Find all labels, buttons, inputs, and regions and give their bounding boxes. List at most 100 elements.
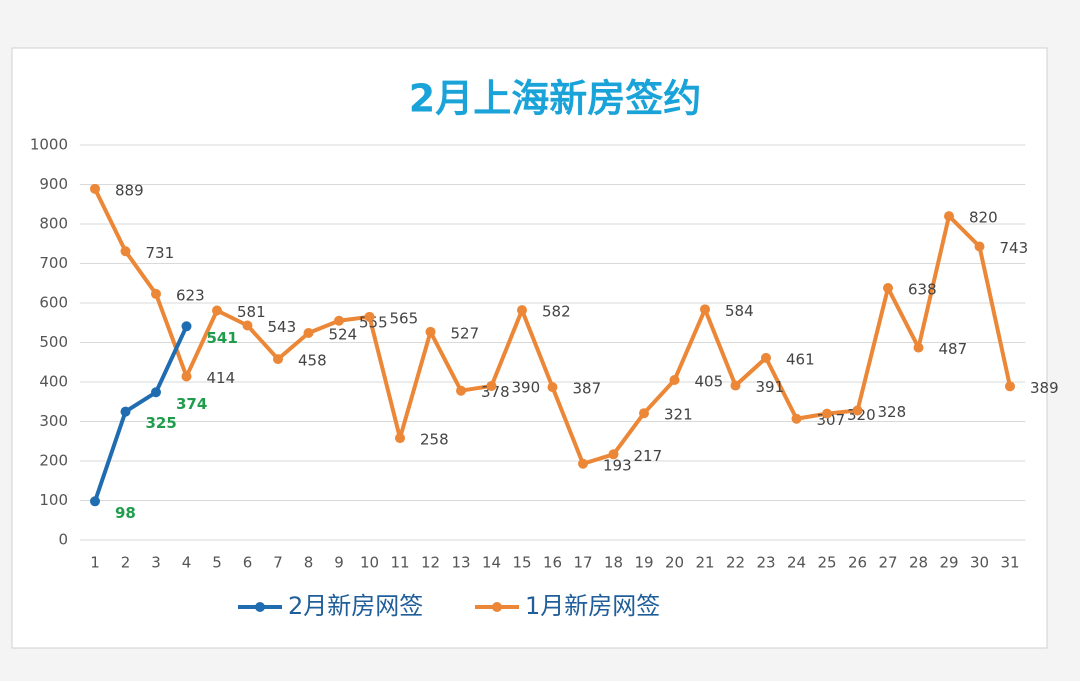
data-label: 389 [1030, 379, 1059, 397]
data-label: 328 [878, 403, 907, 421]
data-point [425, 326, 436, 337]
x-tick-label: 7 [273, 554, 283, 572]
y-tick-label: 700 [39, 254, 68, 272]
y-tick-label: 300 [39, 412, 68, 430]
data-point [120, 246, 131, 257]
x-tick-label: 18 [604, 554, 623, 572]
data-point [730, 380, 741, 391]
series-line [93, 325, 189, 502]
data-label: 524 [329, 326, 358, 344]
data-point [974, 241, 985, 252]
x-tick-label: 23 [756, 554, 775, 572]
data-point [120, 406, 131, 417]
data-point [547, 382, 558, 393]
data-label: 193 [603, 456, 632, 474]
x-tick-label: 26 [848, 554, 867, 572]
x-tick-label: 14 [482, 554, 501, 572]
x-tick-label: 9 [334, 554, 344, 572]
y-tick-label: 900 [39, 175, 68, 193]
data-label: 731 [146, 244, 175, 262]
data-label: 582 [542, 303, 571, 321]
legend-marker [492, 602, 502, 612]
data-label: 820 [969, 209, 998, 227]
x-tick-label: 6 [243, 554, 253, 572]
data-label: 565 [390, 309, 419, 327]
x-tick-label: 28 [909, 554, 928, 572]
data-label: 390 [512, 378, 541, 396]
data-label: 889 [115, 181, 144, 199]
data-point [242, 320, 253, 331]
data-label: 487 [939, 340, 968, 358]
y-tick-label: 100 [39, 491, 68, 509]
x-tick-label: 19 [634, 554, 653, 572]
data-label: 258 [420, 431, 449, 449]
data-point [395, 433, 405, 444]
data-point [669, 375, 680, 386]
x-tick-label: 5 [212, 554, 222, 572]
data-point [700, 304, 710, 315]
x-tick-label: 21 [695, 554, 714, 572]
legend-label: 1月新房网签 [525, 592, 660, 620]
x-tick-label: 2 [121, 554, 131, 572]
x-tick-label: 1 [90, 554, 100, 572]
data-label: 414 [207, 369, 236, 387]
data-label: 217 [634, 447, 663, 465]
data-label: 98 [115, 504, 136, 522]
x-tick-label: 10 [360, 554, 379, 572]
x-tick-label: 29 [939, 554, 958, 572]
legend-label: 2月新房网签 [288, 592, 423, 620]
data-label: 458 [298, 352, 327, 370]
data-point [181, 321, 192, 332]
data-label: 623 [176, 286, 205, 304]
y-tick-label: 200 [39, 452, 68, 470]
data-point [608, 449, 619, 460]
data-point [456, 385, 466, 396]
data-point [151, 387, 161, 398]
data-label: 387 [573, 380, 602, 398]
y-tick-label: 0 [58, 531, 68, 549]
x-tick-label: 27 [878, 554, 897, 572]
data-point [852, 405, 863, 416]
data-point [90, 183, 100, 194]
data-label: 584 [725, 302, 754, 320]
data-point [303, 328, 314, 339]
y-tick-label: 500 [39, 333, 68, 351]
data-point [913, 342, 924, 353]
x-tick-label: 11 [390, 554, 409, 572]
y-tick-label: 800 [39, 215, 68, 233]
chart-title: 2月上海新房签约 [409, 77, 701, 121]
data-point [90, 496, 100, 507]
data-point [791, 413, 802, 424]
x-tick-label: 16 [543, 554, 562, 572]
data-point [517, 305, 527, 316]
data-point [1005, 381, 1015, 392]
x-tick-label: 24 [787, 554, 806, 572]
x-tick-label: 3 [151, 554, 161, 572]
data-label: 541 [207, 329, 238, 347]
y-tick-label: 600 [39, 294, 68, 312]
data-label: 321 [664, 406, 693, 424]
data-label: 374 [176, 395, 207, 413]
x-tick-label: 22 [726, 554, 745, 572]
x-tick-label: 13 [451, 554, 470, 572]
x-tick-label: 30 [970, 554, 989, 572]
data-point [822, 408, 832, 419]
data-point [364, 311, 375, 322]
data-point [151, 288, 161, 299]
x-tick-label: 25 [817, 554, 836, 572]
x-tick-label: 31 [1000, 554, 1019, 572]
data-label: 461 [786, 350, 815, 368]
data-label: 325 [146, 414, 177, 432]
data-point [486, 380, 497, 391]
x-tick-label: 4 [182, 554, 192, 572]
data-label: 391 [756, 378, 785, 396]
data-point [944, 211, 954, 222]
x-tick-label: 17 [573, 554, 592, 572]
data-point [181, 371, 192, 382]
data-point [639, 408, 649, 419]
data-label: 581 [237, 303, 266, 321]
y-tick-label: 400 [39, 373, 68, 391]
data-point [273, 354, 283, 365]
data-point [578, 458, 588, 469]
